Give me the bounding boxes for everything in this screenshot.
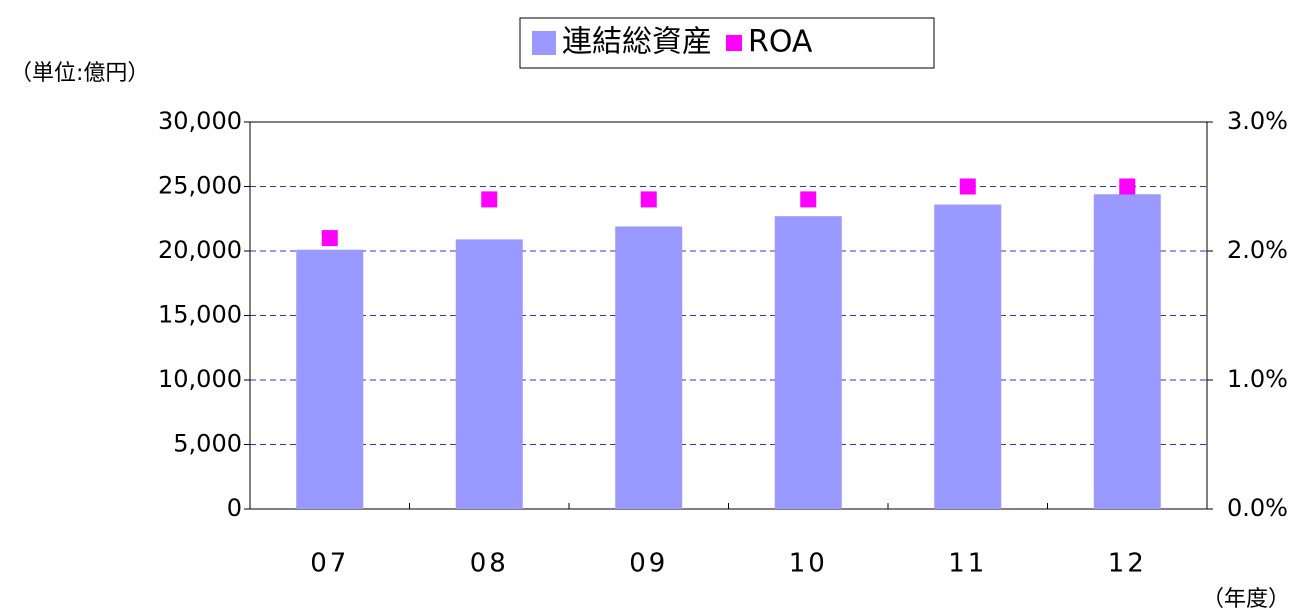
- y2-tick-label: 3.0%: [1227, 107, 1288, 135]
- legend-swatch: [726, 35, 742, 51]
- y2-tick-label: 2.0%: [1227, 236, 1288, 264]
- y-tick-label: 5,000: [173, 430, 242, 458]
- y-tick-label: 15,000: [158, 301, 242, 329]
- bar: [934, 204, 1002, 509]
- x-tick-label: 09: [629, 549, 668, 579]
- bar: [1093, 194, 1161, 510]
- x-tick-label: 11: [948, 549, 987, 579]
- legend-label: ROA: [748, 25, 813, 60]
- y2-tick-label: 0.0%: [1227, 494, 1288, 522]
- y-axis-label: （単位:億円）: [10, 61, 149, 86]
- x-tick-label: 12: [1108, 549, 1147, 579]
- legend-swatch: [532, 31, 556, 55]
- x-tick-label: 10: [789, 549, 828, 579]
- y-tick-label: 10,000: [158, 365, 242, 393]
- y-tick-label: 20,000: [158, 236, 242, 264]
- point: [481, 191, 498, 208]
- y-tick-label: 30,000: [158, 107, 242, 135]
- x-tick-label: 07: [310, 549, 349, 579]
- point: [800, 191, 817, 208]
- point: [959, 178, 976, 195]
- point: [321, 230, 338, 247]
- point: [640, 191, 657, 208]
- legend-label: 連結総資産: [562, 25, 712, 60]
- y-tick-label: 0: [227, 494, 242, 522]
- bar: [615, 226, 683, 510]
- x-tick-label: 08: [470, 549, 509, 579]
- y-tick-label: 25,000: [158, 172, 242, 200]
- y2-tick-label: 1.0%: [1227, 365, 1288, 393]
- point: [1119, 178, 1136, 195]
- x-axis-label: （年度）: [1202, 587, 1290, 612]
- bar: [455, 239, 523, 509]
- bar: [296, 249, 364, 509]
- bar: [774, 216, 842, 510]
